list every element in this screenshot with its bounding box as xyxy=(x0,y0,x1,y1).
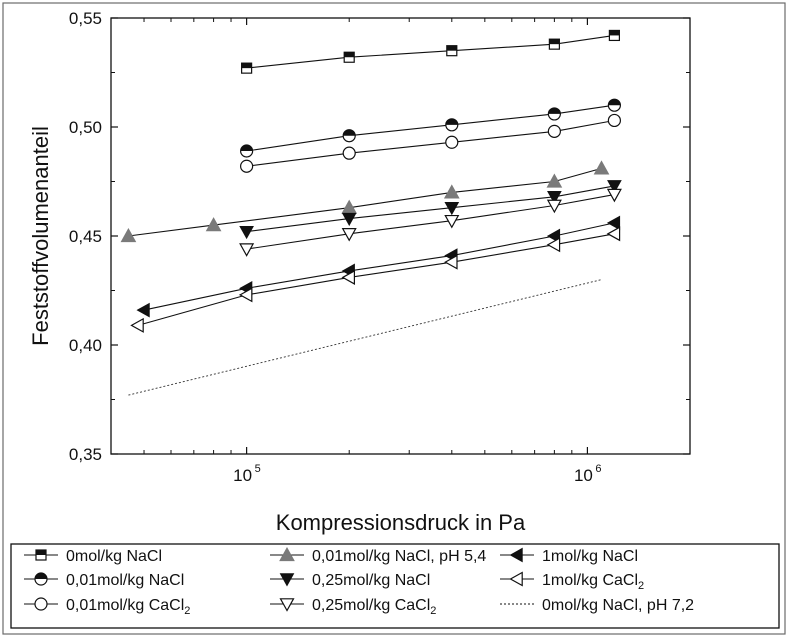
legend-marker xyxy=(34,572,48,586)
series-line xyxy=(128,279,602,396)
legend-label: 0,25mol/kg NaCl xyxy=(312,572,430,589)
legend-marker xyxy=(509,547,523,563)
x-tick-label: 10 xyxy=(233,466,252,485)
data-point xyxy=(444,201,460,216)
y-tick-label: 0,40 xyxy=(69,336,102,355)
x-tick-label: 10 xyxy=(574,466,593,485)
legend-entry: 1mol/kg CaCl2 xyxy=(500,571,644,592)
series xyxy=(128,279,602,396)
data-point xyxy=(120,227,137,243)
series xyxy=(240,98,621,158)
data-point xyxy=(239,225,254,240)
data-point xyxy=(445,135,459,149)
data-point xyxy=(446,45,458,57)
data-point xyxy=(546,237,561,253)
data-point xyxy=(342,129,356,143)
data-point xyxy=(606,188,622,203)
legend-label: 0,01mol/kg NaCl xyxy=(66,572,184,589)
series xyxy=(136,215,621,318)
data-point xyxy=(606,215,621,231)
y-axis-label: Feststoffvolumenanteil xyxy=(28,126,53,346)
legend-label: 0,01mol/kg NaCl, pH 5,4 xyxy=(312,548,486,565)
data-point xyxy=(240,144,254,158)
x-tick-label-exponent: 6 xyxy=(595,463,601,475)
data-point xyxy=(607,98,621,112)
data-point xyxy=(546,199,562,214)
y-tick-label: 0,45 xyxy=(69,227,102,246)
legend-entry: 0,01mol/kg NaCl xyxy=(24,572,184,589)
legend-box xyxy=(10,543,780,629)
x-tick-label-exponent: 5 xyxy=(255,463,261,475)
data-point xyxy=(444,214,460,229)
series xyxy=(239,180,622,240)
data-point xyxy=(341,212,357,227)
data-point xyxy=(548,38,560,50)
legend-marker xyxy=(279,546,295,562)
legend-label: 1mol/kg NaCl xyxy=(542,548,638,565)
series-line xyxy=(128,167,602,237)
data-point xyxy=(130,317,144,333)
data-point xyxy=(445,118,459,132)
legend-entry: 1mol/kg NaCl xyxy=(500,547,638,565)
legend-label: 0mol/kg NaCl, pH 7,2 xyxy=(542,597,694,614)
y-tick-label: 0,50 xyxy=(69,118,102,137)
x-axis-label: Kompressionsdruck in Pa xyxy=(276,510,526,535)
legend-label: 0mol/kg NaCl xyxy=(66,548,162,565)
legend-entry: 0,01mol/kg NaCl, pH 5,4 xyxy=(270,546,486,565)
data-point xyxy=(342,146,356,160)
legend-entry: 0,25mol/kg CaCl2 xyxy=(270,597,436,617)
legend-marker xyxy=(35,549,47,561)
data-point xyxy=(136,302,150,318)
data-point xyxy=(443,184,460,199)
data-point xyxy=(343,51,355,63)
series xyxy=(120,160,610,243)
legend-entry: 0mol/kg NaCl xyxy=(24,548,162,565)
data-point xyxy=(593,160,610,175)
series-line xyxy=(137,233,615,326)
legend-label: 1mol/kg CaCl2 xyxy=(542,572,644,592)
data-point xyxy=(341,228,357,242)
legend-marker xyxy=(509,571,523,587)
series xyxy=(241,29,620,74)
series xyxy=(240,113,621,173)
data-point xyxy=(205,217,222,232)
data-point xyxy=(341,269,356,285)
series xyxy=(130,226,621,333)
data-point xyxy=(608,29,620,42)
series-line xyxy=(143,222,615,311)
data-point xyxy=(240,159,254,173)
legend-marker xyxy=(34,597,48,611)
data-point xyxy=(444,254,458,270)
data-point xyxy=(547,191,562,205)
data-point xyxy=(546,173,563,188)
data-point xyxy=(607,180,622,194)
legend-label: 0,25mol/kg CaCl2 xyxy=(312,597,436,617)
legend-entry: 0,01mol/kg CaCl2 xyxy=(24,597,190,617)
data-point xyxy=(238,287,253,303)
data-point xyxy=(606,226,621,242)
legend: 0mol/kg NaCl 0,01mol/kg NaCl, pH 5,4 1mol/… xyxy=(10,543,780,629)
data-point xyxy=(607,113,621,128)
series xyxy=(239,188,622,257)
y-tick-label: 0,35 xyxy=(69,445,102,464)
legend-marker xyxy=(279,598,295,612)
data-point xyxy=(547,124,561,138)
data-point xyxy=(547,107,561,121)
plot-series xyxy=(120,29,622,396)
data-point xyxy=(239,243,255,257)
data-point xyxy=(241,62,253,74)
legend-label: 0,01mol/kg CaCl2 xyxy=(66,597,190,617)
legend-entry: 0,25mol/kg NaCl xyxy=(270,572,430,589)
legend-marker xyxy=(279,573,295,587)
y-tick-label: 0,55 xyxy=(69,9,102,28)
legend-entry: 0mol/kg NaCl, pH 7,2 xyxy=(500,597,694,614)
